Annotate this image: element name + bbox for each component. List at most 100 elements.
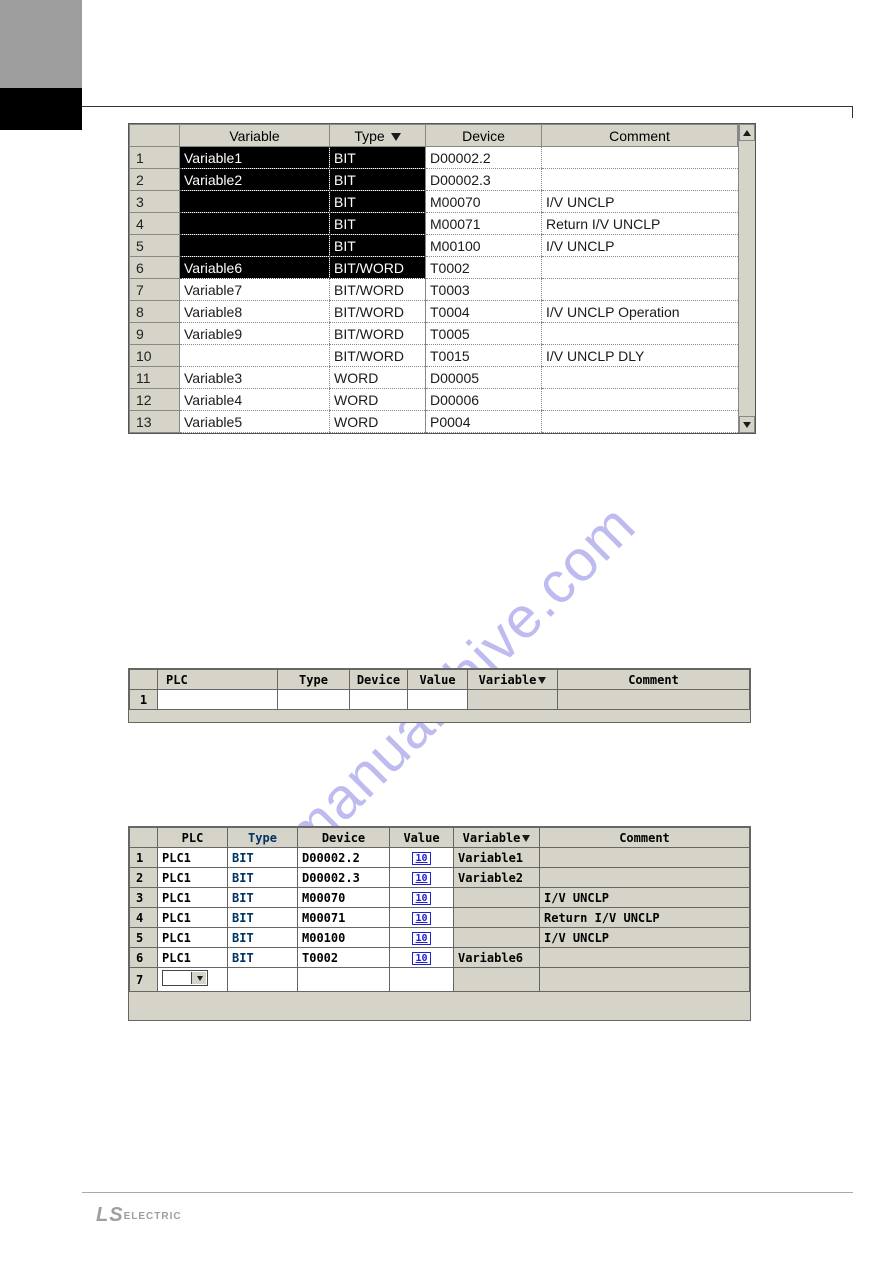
- cell-device[interactable]: D00006: [426, 389, 542, 411]
- cell-comment[interactable]: [542, 169, 738, 191]
- cell-plc[interactable]: [158, 968, 228, 992]
- cell-variable[interactable]: Variable5: [180, 411, 330, 433]
- cell-device[interactable]: D00005: [426, 367, 542, 389]
- table-row[interactable]: 7Variable7BIT/WORDT0003: [130, 279, 738, 301]
- cell-comment[interactable]: Return I/V UNCLP: [542, 213, 738, 235]
- cell-value[interactable]: 10: [390, 848, 454, 868]
- table-row[interactable]: 5BITM00100I/V UNCLP: [130, 235, 738, 257]
- cell-plc[interactable]: PLC1: [158, 888, 228, 908]
- cell-variable[interactable]: [180, 345, 330, 367]
- cell-device[interactable]: [350, 690, 408, 710]
- cell-comment[interactable]: [542, 389, 738, 411]
- cell-value[interactable]: 10: [390, 888, 454, 908]
- cell-variable[interactable]: [180, 191, 330, 213]
- cell-variable[interactable]: Variable6: [180, 257, 330, 279]
- cell-plc[interactable]: [158, 690, 278, 710]
- cell-type[interactable]: BIT: [330, 235, 426, 257]
- cell-device[interactable]: M00071: [298, 908, 390, 928]
- cell-type[interactable]: BIT: [228, 928, 298, 948]
- cell-comment[interactable]: [542, 257, 738, 279]
- t3-hdr-comment[interactable]: Comment: [540, 828, 750, 848]
- table-row[interactable]: 9Variable9BIT/WORDT0005: [130, 323, 738, 345]
- cell-type[interactable]: BIT/WORD: [330, 279, 426, 301]
- cell-type[interactable]: BIT: [330, 191, 426, 213]
- cell-type[interactable]: BIT/WORD: [330, 257, 426, 279]
- cell-type[interactable]: BIT/WORD: [330, 301, 426, 323]
- cell-plc[interactable]: PLC1: [158, 908, 228, 928]
- cell-device[interactable]: T0004: [426, 301, 542, 323]
- cell-device[interactable]: T0003: [426, 279, 542, 301]
- cell-device[interactable]: D00002.3: [426, 169, 542, 191]
- t3-hdr-type[interactable]: Type: [228, 828, 298, 848]
- table-row[interactable]: 6PLC1BITT000210Variable6: [130, 948, 750, 968]
- plc-dropdown[interactable]: [162, 970, 208, 986]
- t1-hdr-type[interactable]: Type: [330, 125, 426, 147]
- table-row[interactable]: 2PLC1BITD00002.310Variable2: [130, 868, 750, 888]
- cell-device[interactable]: M00071: [426, 213, 542, 235]
- t2-hdr-variable[interactable]: Variable: [468, 670, 558, 690]
- table-row[interactable]: 1Variable1BITD00002.2: [130, 147, 738, 169]
- cell-device[interactable]: T0002: [426, 257, 542, 279]
- cell-variable[interactable]: Variable8: [180, 301, 330, 323]
- table-row[interactable]: 7: [130, 968, 750, 992]
- t2-hdr-comment[interactable]: Comment: [558, 670, 750, 690]
- t3-hdr-device[interactable]: Device: [298, 828, 390, 848]
- cell-device[interactable]: M00100: [298, 928, 390, 948]
- cell-variable[interactable]: Variable2: [180, 169, 330, 191]
- cell-comment[interactable]: I/V UNCLP: [542, 191, 738, 213]
- table-row[interactable]: 6Variable6BIT/WORDT0002: [130, 257, 738, 279]
- cell-type[interactable]: BIT: [228, 848, 298, 868]
- cell-comment[interactable]: I/V UNCLP: [542, 235, 738, 257]
- table-row[interactable]: 4BITM00071Return I/V UNCLP: [130, 213, 738, 235]
- cell-device[interactable]: T0005: [426, 323, 542, 345]
- cell-device[interactable]: T0002: [298, 948, 390, 968]
- table-row[interactable]: 13Variable5WORDP0004: [130, 411, 738, 433]
- cell-value[interactable]: 10: [390, 948, 454, 968]
- table-row[interactable]: 5PLC1BITM0010010I/V UNCLP: [130, 928, 750, 948]
- table-row[interactable]: 2Variable2BITD00002.3: [130, 169, 738, 191]
- t1-hdr-comment[interactable]: Comment: [542, 125, 738, 147]
- t3-hdr-variable[interactable]: Variable: [454, 828, 540, 848]
- cell-device[interactable]: T0015: [426, 345, 542, 367]
- table-row[interactable]: 1PLC1BITD00002.210Variable1: [130, 848, 750, 868]
- table-row[interactable]: 8Variable8BIT/WORDT0004I/V UNCLP Operati…: [130, 301, 738, 323]
- cell-plc[interactable]: PLC1: [158, 848, 228, 868]
- t3-hdr-plc[interactable]: PLC: [158, 828, 228, 848]
- cell-value[interactable]: 10: [390, 868, 454, 888]
- cell-variable[interactable]: Variable1: [180, 147, 330, 169]
- cell-type[interactable]: BIT/WORD: [330, 323, 426, 345]
- cell-comment[interactable]: [542, 411, 738, 433]
- cell-value[interactable]: [408, 690, 468, 710]
- cell-device[interactable]: D00002.2: [298, 848, 390, 868]
- cell-type[interactable]: BIT: [228, 868, 298, 888]
- t1-hdr-device[interactable]: Device: [426, 125, 542, 147]
- cell-plc[interactable]: PLC1: [158, 868, 228, 888]
- cell-type[interactable]: BIT: [330, 169, 426, 191]
- scroll-up-button[interactable]: [739, 124, 755, 141]
- cell-device[interactable]: M00100: [426, 235, 542, 257]
- cell-comment[interactable]: [542, 367, 738, 389]
- cell-value[interactable]: 10: [390, 908, 454, 928]
- table-row[interactable]: 3BITM00070I/V UNCLP: [130, 191, 738, 213]
- cell-type[interactable]: BIT: [330, 147, 426, 169]
- cell-comment[interactable]: I/V UNCLP Operation: [542, 301, 738, 323]
- cell-comment[interactable]: [542, 279, 738, 301]
- cell-comment[interactable]: [542, 147, 738, 169]
- cell-device[interactable]: D00002.3: [298, 868, 390, 888]
- scroll-down-button[interactable]: [739, 416, 755, 433]
- table-row[interactable]: 10BIT/WORDT0015I/V UNCLP DLY: [130, 345, 738, 367]
- cell-device[interactable]: D00002.2: [426, 147, 542, 169]
- cell-comment[interactable]: I/V UNCLP DLY: [542, 345, 738, 367]
- cell-variable[interactable]: Variable9: [180, 323, 330, 345]
- cell-value[interactable]: 10: [390, 928, 454, 948]
- cell-device[interactable]: [298, 968, 390, 992]
- t2-hdr-plc[interactable]: PLC: [158, 670, 278, 690]
- cell-device[interactable]: P0004: [426, 411, 542, 433]
- cell-plc[interactable]: PLC1: [158, 948, 228, 968]
- cell-type[interactable]: WORD: [330, 411, 426, 433]
- t2-hdr-device[interactable]: Device: [350, 670, 408, 690]
- cell-variable[interactable]: [180, 235, 330, 257]
- cell-device[interactable]: M00070: [426, 191, 542, 213]
- cell-type[interactable]: BIT/WORD: [330, 345, 426, 367]
- table-row[interactable]: 3PLC1BITM0007010I/V UNCLP: [130, 888, 750, 908]
